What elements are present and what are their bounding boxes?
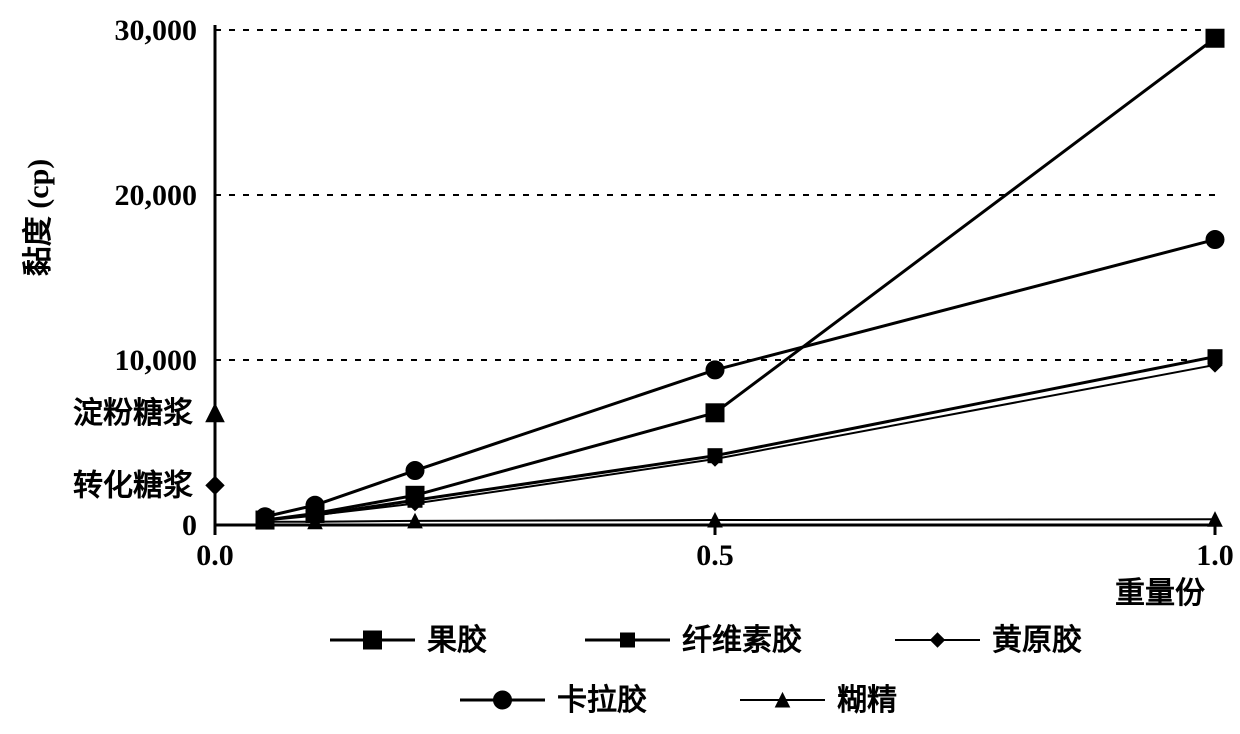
series-line	[265, 519, 1215, 521]
circle-marker	[706, 361, 724, 379]
legend-label: 纤维素胶	[682, 623, 802, 657]
chart-container: 0 10,000 20,000 30,000 0.0 0.5 1.0 重量份 黏度 (cp) 淀粉…	[0, 0, 1240, 734]
y-tick-label: 20,000	[115, 179, 198, 212]
legend-label: 糊精	[837, 684, 897, 717]
y-tick-label: 10,000	[115, 344, 198, 377]
chart-svg: 0 10,000 20,000 30,000 0.0 0.5 1.0 重量份 黏度 (cp) 淀粉…	[0, 0, 1240, 734]
x-tick-label: 0.0	[196, 539, 234, 572]
circle-marker	[494, 691, 512, 709]
legend-label: 卡拉胶	[557, 683, 647, 717]
y-tick-label: 0	[182, 509, 197, 542]
reference-label: 转化糖浆	[73, 468, 193, 502]
square-marker	[706, 404, 724, 422]
x-axis-title: 重量份	[1115, 577, 1205, 610]
series-line	[265, 38, 1215, 520]
square-marker	[1206, 29, 1224, 47]
diamond-marker	[931, 633, 945, 647]
triangle-marker	[206, 404, 224, 422]
legend-label: 黄原胶	[992, 623, 1082, 657]
square-marker	[364, 631, 382, 649]
diamond-marker	[206, 476, 224, 494]
square-marker	[621, 633, 635, 647]
reference-label: 淀粉糖浆	[73, 396, 193, 430]
circle-marker	[306, 496, 324, 514]
y-axis-title: 黏度 (cp)	[22, 159, 55, 276]
x-tick-label: 1.0	[1196, 539, 1234, 572]
y-tick-label: 30,000	[115, 14, 198, 47]
legend-label: 果胶	[427, 623, 487, 657]
circle-marker	[406, 462, 424, 480]
x-tick-label: 0.5	[696, 539, 734, 572]
circle-marker	[1206, 231, 1224, 249]
